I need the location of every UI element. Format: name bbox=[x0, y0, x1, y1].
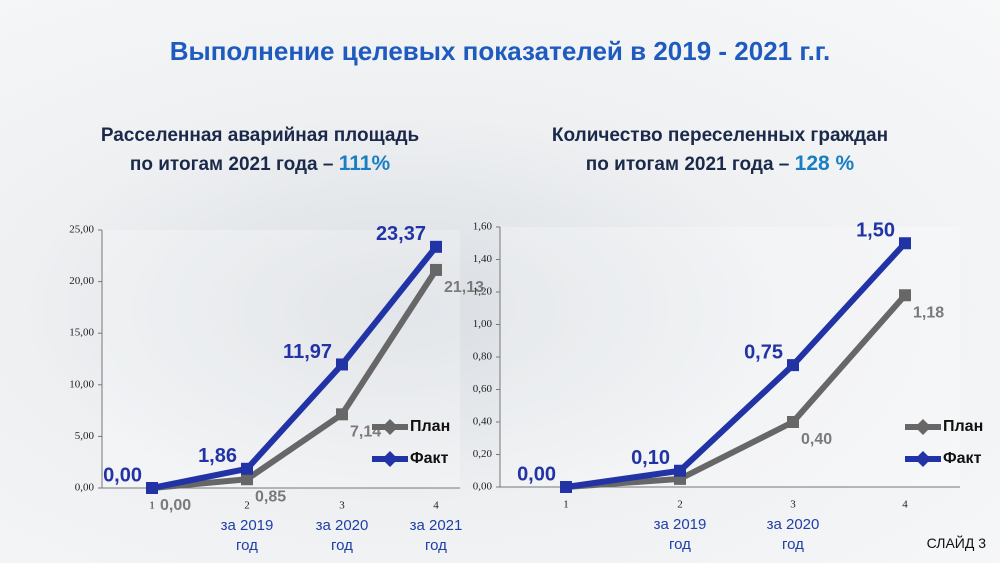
legend-label: Факт bbox=[410, 450, 449, 467]
legend-label: План bbox=[410, 418, 450, 435]
chart-title-line: Расселенная аварийная площадь bbox=[100, 125, 420, 146]
data-label: 1,50 bbox=[856, 220, 895, 242]
y-tick-label: 0,20 bbox=[473, 448, 493, 460]
data-label: 0,00 bbox=[103, 464, 142, 486]
chart-title-highlight: 128 % bbox=[794, 152, 855, 175]
data-point bbox=[899, 289, 911, 302]
y-tick-label: 10,00 bbox=[69, 378, 94, 390]
data-label: 0,85 bbox=[255, 488, 286, 505]
data-label: 0,40 bbox=[801, 431, 832, 448]
y-tick-label: 1,20 bbox=[473, 286, 493, 298]
data-point bbox=[146, 482, 158, 494]
data-point bbox=[336, 358, 348, 371]
y-tick-label: 1,60 bbox=[473, 221, 493, 233]
legend-label: Факт bbox=[943, 450, 982, 467]
legend-marker bbox=[915, 451, 931, 467]
data-point bbox=[241, 473, 253, 486]
x-tick-label: 4 bbox=[433, 500, 439, 512]
data-point bbox=[899, 237, 911, 250]
series-line bbox=[151, 244, 439, 491]
data-label: 11,97 bbox=[283, 341, 332, 363]
chart-title-line: по итогам 2021 года – bbox=[585, 154, 790, 175]
x-tick-label: 3 bbox=[339, 500, 345, 512]
y-tick-label: 0,40 bbox=[473, 416, 493, 428]
legend-label: План bbox=[943, 418, 983, 435]
data-point bbox=[430, 240, 442, 253]
slide-title: Выполнение целевых показателей в 2019 - … bbox=[169, 36, 831, 66]
y-tick-label: 0,60 bbox=[473, 383, 493, 395]
x-tick-label: 2 bbox=[677, 499, 683, 511]
data-point bbox=[787, 359, 799, 372]
chart-title-line: Количество переселенных граждан bbox=[551, 125, 889, 146]
plot-area bbox=[102, 230, 460, 488]
x-category-note: за 2019 год bbox=[220, 517, 274, 554]
x-category-note: за 2019 год bbox=[653, 516, 707, 553]
slide-number: СЛАЙД 3 bbox=[926, 535, 986, 551]
data-point bbox=[787, 416, 799, 428]
y-tick-label: 5,00 bbox=[75, 430, 95, 442]
x-category-note: за 2021 год bbox=[409, 517, 463, 554]
y-tick-label: 25,00 bbox=[69, 224, 94, 236]
data-label: 1,18 bbox=[913, 304, 944, 321]
x-tick-label: 3 bbox=[790, 499, 796, 511]
data-point bbox=[430, 263, 442, 276]
series-line bbox=[151, 268, 439, 491]
x-tick-label: 1 bbox=[563, 499, 569, 511]
data-label: 0,00 bbox=[160, 497, 191, 514]
x-tick-label: 4 bbox=[902, 499, 908, 511]
y-tick-label: 20,00 bbox=[69, 275, 94, 287]
y-tick-label: 1,40 bbox=[473, 253, 493, 265]
legend-marker bbox=[915, 419, 931, 435]
data-label: 23,37 bbox=[376, 223, 426, 245]
data-label: 0,10 bbox=[631, 447, 670, 469]
data-point bbox=[674, 464, 686, 477]
data-point bbox=[560, 481, 572, 493]
y-tick-label: 0,00 bbox=[473, 481, 493, 493]
x-tick-label: 1 bbox=[149, 500, 155, 512]
data-label: 0,00 bbox=[517, 463, 556, 485]
chart-title-line: по итогам 2021 года – bbox=[129, 154, 334, 175]
series-line bbox=[565, 293, 908, 490]
x-tick-label: 2 bbox=[244, 500, 250, 512]
chart-title: Расселенная аварийная площадь по итогам 2… bbox=[30, 122, 490, 179]
legend-marker bbox=[382, 419, 398, 435]
series-line bbox=[565, 241, 908, 490]
data-label: 21,13 bbox=[444, 279, 484, 296]
legend-marker bbox=[382, 451, 398, 467]
y-tick-label: 0,00 bbox=[75, 482, 95, 494]
y-tick-label: 0,80 bbox=[473, 351, 493, 363]
data-label: 0,75 bbox=[744, 341, 783, 363]
y-tick-label: 15,00 bbox=[69, 327, 94, 339]
chart-title-highlight: 111% bbox=[338, 152, 391, 175]
x-category-note: за 2020 год bbox=[315, 517, 369, 554]
y-tick-label: 1,00 bbox=[473, 318, 493, 330]
data-point bbox=[241, 462, 253, 475]
chart-title: Количество переселенных граждан по итогам… bbox=[490, 122, 950, 179]
data-point bbox=[336, 408, 348, 421]
plot-area bbox=[500, 227, 960, 487]
data-label: 1,86 bbox=[198, 445, 237, 467]
x-category-note: за 2020 год bbox=[766, 516, 820, 553]
